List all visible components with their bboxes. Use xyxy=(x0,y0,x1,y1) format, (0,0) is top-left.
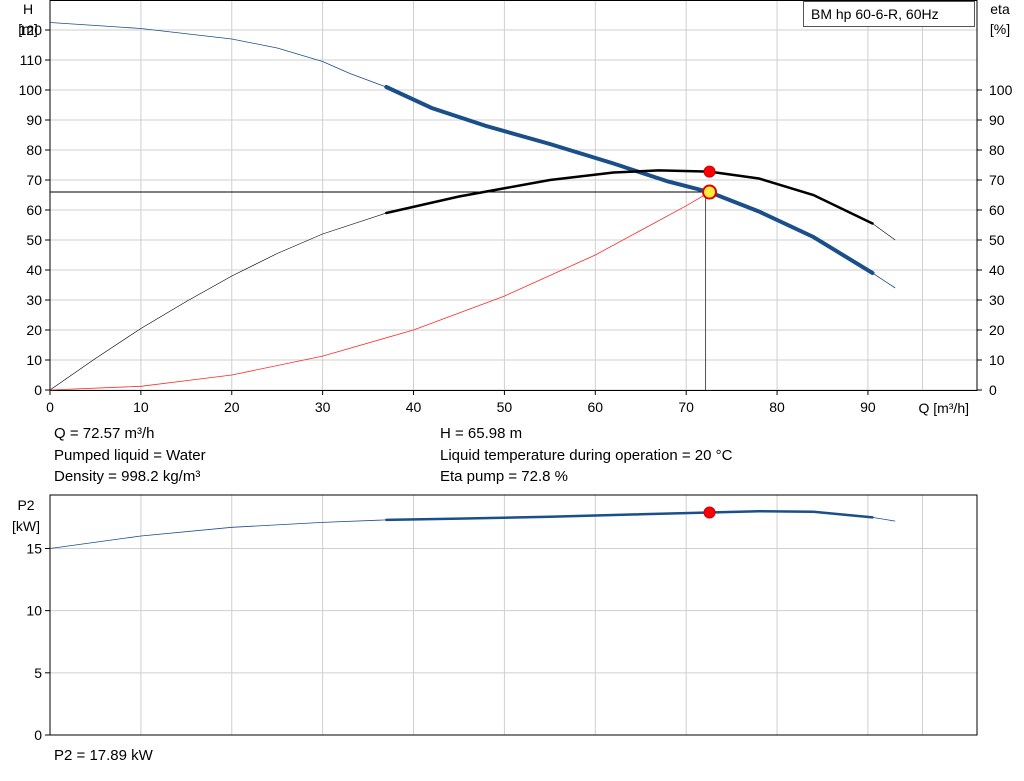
y-tick-label: 90 xyxy=(26,112,42,128)
info-head: H = 65.98 m xyxy=(440,425,523,442)
y-tick-label: 80 xyxy=(26,142,42,158)
y2-axis-unit: [%] xyxy=(990,21,1010,37)
y-tick-label: 0 xyxy=(34,382,42,398)
y-tick-label: 5 xyxy=(34,665,42,681)
x-tick-label: 70 xyxy=(678,399,694,415)
y-tick-label: 10 xyxy=(26,603,42,619)
y2-tick-label: 90 xyxy=(989,112,1005,128)
info-eta: Eta pump = 72.8 % xyxy=(440,468,568,485)
power-curve-operating-range xyxy=(385,509,874,522)
x-tick-label: 0 xyxy=(46,399,54,415)
y2-tick-label: 80 xyxy=(989,142,1005,158)
head-curve xyxy=(49,22,896,289)
y-axis-label: H xyxy=(23,1,33,17)
power-chart: 0 5 10 15 P2 [kW] xyxy=(12,494,978,743)
y-tick-label: 10 xyxy=(26,352,42,368)
x-tick-label: 60 xyxy=(588,399,604,415)
y-tick-label: 40 xyxy=(26,262,42,278)
y2-axis-label: eta xyxy=(990,1,1010,17)
y-axis-label: P2 xyxy=(17,497,34,513)
head-curve-operating-range xyxy=(384,85,875,275)
y-tick-label: 60 xyxy=(26,202,42,218)
efficiency-curve-operating-range xyxy=(385,169,874,225)
y2-tick-label: 50 xyxy=(989,232,1005,248)
y-tick-label: 100 xyxy=(19,82,43,98)
pump-name-box: BM hp 60-6-R, 60Hz xyxy=(803,1,975,27)
y-tick-label: 30 xyxy=(26,292,42,308)
y2-tick-label: 30 xyxy=(989,292,1005,308)
info-power: P2 = 17.89 kW xyxy=(54,747,153,764)
y-axis-unit: [kW] xyxy=(12,518,40,534)
y-axis-unit: [m] xyxy=(18,21,37,37)
x-tick-label: 30 xyxy=(315,399,331,415)
y-tick-label: 50 xyxy=(26,232,42,248)
plot-frame xyxy=(49,494,978,736)
x-tick-label: 40 xyxy=(406,399,422,415)
x-tick-label: 80 xyxy=(769,399,785,415)
system-curve xyxy=(49,191,710,391)
axis-ticks: 0102030405060708090100110120010203040506… xyxy=(19,22,1013,415)
y2-tick-label: 100 xyxy=(989,82,1013,98)
y-tick-label: 110 xyxy=(20,52,43,68)
power-curve xyxy=(49,510,896,549)
axis-ticks: 0 5 10 15 xyxy=(26,540,50,743)
y-tick-label: 120 xyxy=(19,22,43,38)
pump-name-label: BM hp 60-6-R, 60Hz xyxy=(811,6,939,22)
y2-tick-label: 20 xyxy=(989,322,1005,338)
grid xyxy=(49,0,977,391)
y2-tick-label: 70 xyxy=(989,172,1005,188)
info-temperature: Liquid temperature during operation = 20… xyxy=(440,447,733,464)
info-flow: Q = 72.57 m³/h xyxy=(54,425,155,442)
y-tick-label: 15 xyxy=(26,540,42,556)
efficiency-point-marker xyxy=(703,165,716,178)
info-liquid: Pumped liquid = Water xyxy=(54,447,206,464)
y2-tick-label: 60 xyxy=(989,202,1005,218)
x-tick-label: 10 xyxy=(133,399,149,415)
efficiency-curve xyxy=(49,170,896,391)
x-axis-label: Q [m³/h] xyxy=(918,400,969,416)
y-tick-label: 0 xyxy=(34,727,42,743)
y2-tick-label: 40 xyxy=(989,262,1005,278)
y2-tick-label: 0 xyxy=(989,382,997,398)
x-tick-label: 90 xyxy=(860,399,876,415)
y-tick-label: 70 xyxy=(26,172,42,188)
info-density: Density = 998.2 kg/m³ xyxy=(54,468,201,485)
head-efficiency-chart: 0102030405060708090100110120010203040506… xyxy=(18,0,1013,416)
y-tick-label: 20 xyxy=(26,322,42,338)
y2-tick-label: 10 xyxy=(989,352,1005,368)
power-point-marker xyxy=(703,506,716,519)
duty-point-marker xyxy=(702,184,718,200)
x-tick-label: 50 xyxy=(497,399,513,415)
x-tick-label: 20 xyxy=(224,399,240,415)
plot-frame xyxy=(49,0,978,391)
